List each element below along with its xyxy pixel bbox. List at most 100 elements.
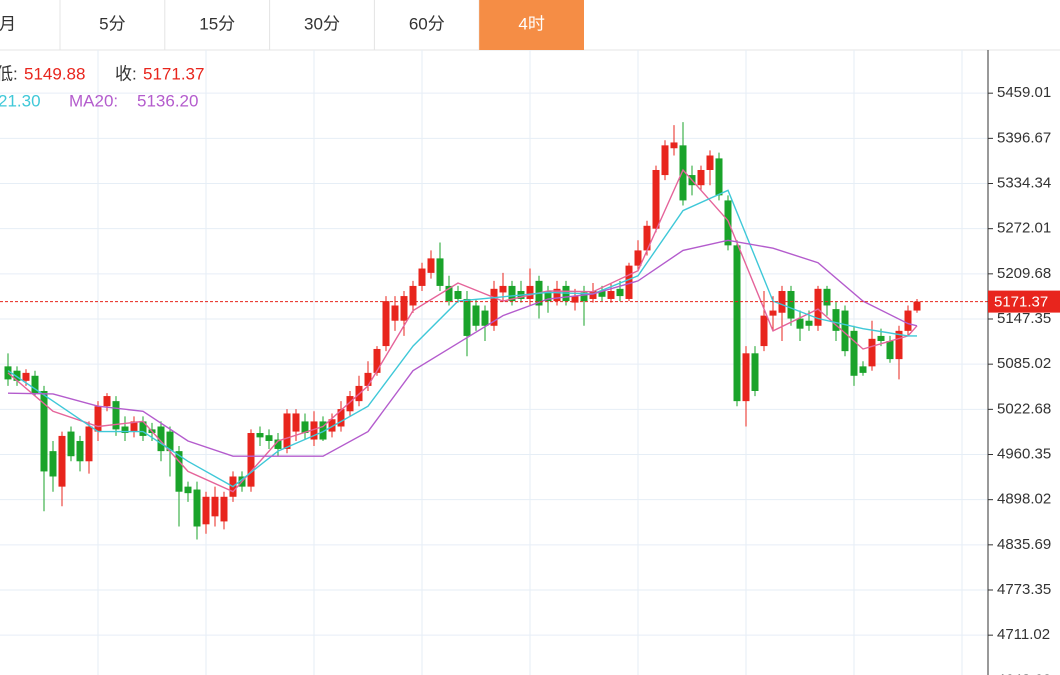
y-tick-label: 5085.02 [997,355,1051,372]
candle-body [679,145,687,201]
candle-body [652,169,660,229]
tab[interactable]: 5分 [99,14,125,33]
candle-body [85,426,93,462]
candle-body [337,409,345,427]
candle-body [697,169,705,186]
ma-line [7,239,918,457]
candle-body [382,301,390,347]
close-label: 收: [115,64,137,83]
candle-body [112,401,120,430]
y-tick-label: 4773.35 [997,581,1051,598]
candle-body [769,310,777,316]
candle-body [634,250,642,266]
tab[interactable]: 月 [0,14,16,33]
y-tick-label: 4835.69 [997,536,1051,553]
candle-body [472,305,480,326]
candle-body [310,421,318,440]
ma-line [7,189,917,488]
candle-body [895,330,903,360]
candle-body [445,285,453,302]
candle-body [139,421,147,436]
close-value: 5171.37 [143,64,204,83]
candle-body [202,496,210,525]
candle-body [265,435,273,441]
tab[interactable]: 15分 [199,14,235,33]
axis: 5459.01 5396.67 5334.34 5272.01 5209.68 5147.… [987,50,1060,675]
candle-body [463,298,471,336]
candle-body [121,426,129,434]
low-value: 5149.88 [24,64,85,83]
tab[interactable]: 4时 [518,14,544,33]
candle-body [796,318,804,329]
candle-body [733,245,741,402]
candle-body [625,265,633,299]
candle-body [166,431,174,452]
candle-body [4,366,12,380]
tab[interactable]: 60分 [409,14,445,33]
candle-body [49,451,57,477]
candle-body [67,431,75,457]
candle-body [814,288,822,326]
candle-body [805,320,813,326]
candle-body [571,296,579,303]
candle-body [328,419,336,432]
candle-body [364,372,372,386]
last-price-box [988,290,1060,313]
candle-body [193,489,201,527]
candle-body [607,290,615,299]
candle-body [94,406,102,432]
candle-body [760,315,768,347]
candle-body [904,310,912,331]
candle-body [868,338,876,367]
tab[interactable]: 30分 [304,14,340,33]
ma10-value: 21.30 [0,91,41,110]
candle-body [544,290,552,302]
candle-body [751,353,759,391]
candle-body [859,366,867,373]
candle-body [553,288,561,302]
candle-body [40,390,48,472]
candle-body [22,372,30,381]
candle-body [184,486,192,494]
candle-body [76,440,84,462]
candle-body [742,353,750,402]
candle-body [400,296,408,321]
candle-body [508,285,516,302]
candle-body [499,285,507,293]
candle-body [850,330,858,376]
candle-body [409,285,417,306]
ma-line [7,168,918,493]
y-tick-label: 4711.02 [997,626,1050,643]
candle-body [373,348,381,373]
tab-active-bg [479,0,584,50]
candle-body [157,426,165,452]
candle-body [301,421,309,434]
candle-body [616,288,624,297]
candle-body [886,340,894,360]
grid [0,50,988,675]
low-label: 低: [0,64,18,83]
candle-body [724,200,732,246]
candle-body [130,421,138,432]
candle-body [247,433,255,487]
y-tick-label: 5209.68 [997,265,1051,282]
marks [0,122,988,540]
y-tick-label: 5272.01 [997,220,1051,237]
candle-body [670,142,678,149]
candle-body [427,258,435,273]
candle-body [58,435,66,487]
candle-body [319,421,327,440]
candle-body [589,290,597,299]
candle-body [832,309,840,331]
y-tick-label: 4648.69 [997,671,1051,675]
candle-body [31,375,39,394]
candle-body [913,301,921,311]
y-tick-label: 5334.34 [997,174,1051,191]
tabs: 月 5分 15分 30分 60分 4时 [0,0,584,50]
candle-body [787,290,795,319]
candle-body [490,288,498,326]
candle-body [283,413,291,449]
candle-body [274,439,282,449]
ma20-value: 5136.20 [137,91,198,110]
